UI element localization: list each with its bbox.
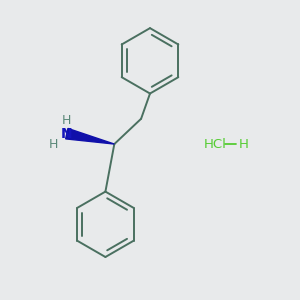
Text: H: H	[62, 114, 71, 127]
Text: N: N	[61, 127, 73, 141]
Text: H: H	[238, 138, 248, 151]
Text: H: H	[49, 138, 58, 151]
Text: HCl: HCl	[203, 138, 226, 151]
Polygon shape	[66, 128, 114, 144]
